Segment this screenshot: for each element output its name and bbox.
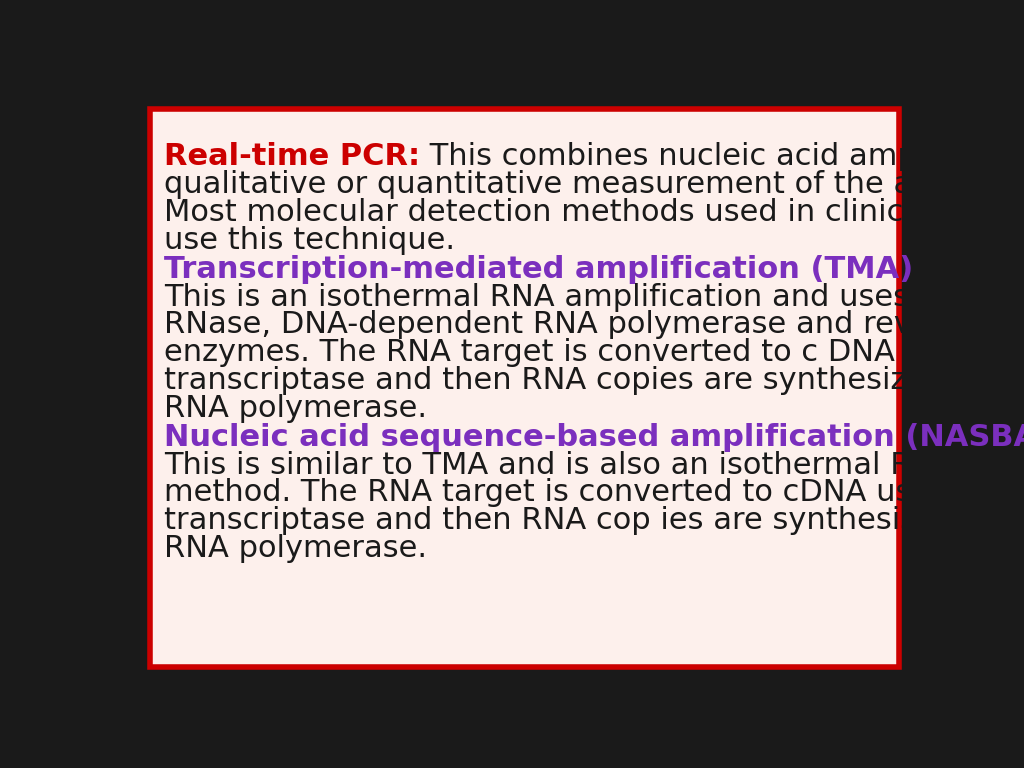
Text: use this technique.: use this technique.: [164, 226, 455, 255]
Text: transcriptase and then RNA cop ies are synthesised with the help of: transcriptase and then RNA cop ies are s…: [164, 506, 1024, 535]
Text: qualitative or quantitative measurement of the amplified product.: qualitative or quantitative measurement …: [164, 170, 1024, 199]
Text: RNA polymerase.: RNA polymerase.: [164, 394, 427, 422]
Text: RNase, DNA-dependent RNA polymerase and reverse transcriptase: RNase, DNA-dependent RNA polymerase and …: [164, 310, 1024, 339]
Text: method. The RNA target is converted to cDNA using reverse: method. The RNA target is converted to c…: [164, 478, 1024, 508]
Text: This is an isothermal RNA amplification and uses three enzymes:: This is an isothermal RNA amplification …: [164, 283, 1024, 312]
Text: transcriptase and then RNA copies are synthesized with the help of: transcriptase and then RNA copies are sy…: [164, 366, 1024, 395]
Text: Real-time PCR:: Real-time PCR:: [164, 142, 420, 171]
FancyBboxPatch shape: [151, 109, 899, 667]
Text: Transcription-mediated amplification (TMA): Transcription-mediated amplification (TM…: [164, 255, 913, 284]
Text: enzymes. The RNA target is converted to c DNA using reverse: enzymes. The RNA target is converted to …: [164, 338, 1024, 367]
Text: RNA polymerase.: RNA polymerase.: [164, 534, 427, 563]
Text: This combines nucleic acid ampli fication with: This combines nucleic acid ampli ficatio…: [420, 142, 1024, 171]
Text: This is similar to TMA and is also an isothermal RNA amplification: This is similar to TMA and is also an is…: [164, 451, 1024, 479]
Text: Nucleic acid sequence-based amplification (NASBA): Nucleic acid sequence-based amplificatio…: [164, 422, 1024, 452]
Text: Most molecular detection methods used in clinical microbiology: Most molecular detection methods used in…: [164, 198, 1024, 227]
